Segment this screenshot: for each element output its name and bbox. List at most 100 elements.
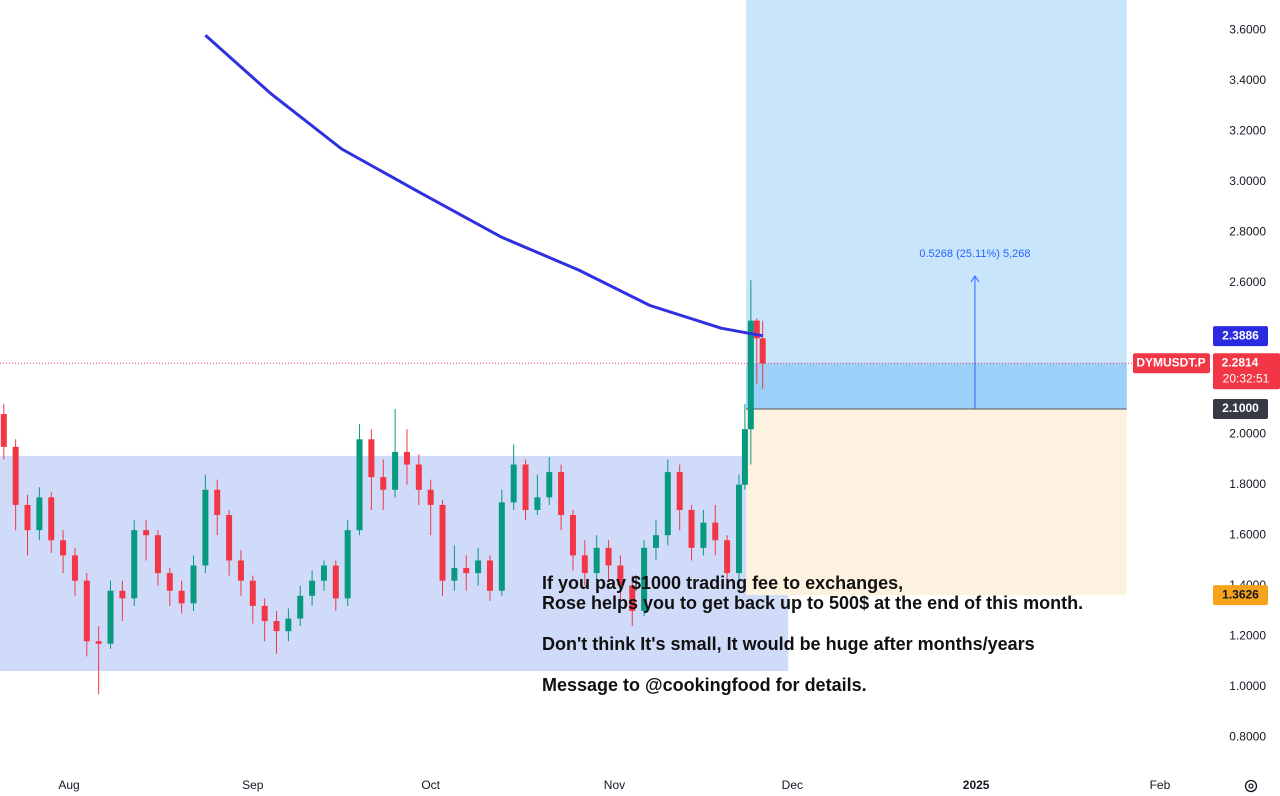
candle-body <box>285 618 292 632</box>
candle-body <box>427 489 434 505</box>
candle-body <box>534 497 541 510</box>
y-tick-label: 3.2000 <box>1229 123 1266 137</box>
open-zone <box>746 363 1127 409</box>
stop-tag <box>1213 585 1268 606</box>
x-tick-label: Dec <box>782 778 803 792</box>
candle-body <box>581 555 588 574</box>
candle-body <box>392 451 399 490</box>
candle-body <box>569 515 576 556</box>
measure-label: 0.5268 (25.11%) 5,268 <box>919 248 1030 260</box>
candle-body <box>664 472 671 536</box>
candle-body <box>700 522 707 548</box>
annotation: Don't think It's small, It would be huge… <box>542 634 1035 654</box>
settings-icon[interactable] <box>1244 779 1258 793</box>
candle-body <box>0 414 7 447</box>
symbol-tag <box>1133 353 1210 374</box>
annotation: Message to @cookingfood for details. <box>542 675 867 695</box>
stop-tag-label: 1.3626 <box>1222 587 1259 601</box>
price-axis <box>1200 0 1280 796</box>
candle-body <box>522 464 529 510</box>
candle-body <box>558 472 565 516</box>
x-tick-label: Sep <box>242 778 264 792</box>
candle-body <box>131 530 138 599</box>
candle-body <box>71 555 78 581</box>
measure-arrowhead <box>970 275 980 283</box>
candle-body <box>510 464 517 503</box>
candle-body <box>724 540 731 574</box>
annotation: If you pay $1000 trading fee to exchange… <box>542 573 903 593</box>
candle-body <box>214 489 221 516</box>
moving-average <box>204 34 763 338</box>
last-price-label: 2.2814 <box>1222 355 1259 369</box>
candle-body <box>178 590 185 604</box>
candle-body <box>546 472 553 498</box>
candle-body <box>368 439 375 478</box>
y-tick-label: 1.6000 <box>1229 527 1266 541</box>
candle-body <box>641 547 648 611</box>
candle-body <box>273 621 280 632</box>
candle-body <box>12 446 19 505</box>
candle-body <box>439 504 446 581</box>
ma-tag <box>1213 326 1268 347</box>
x-tick-label: Aug <box>58 778 79 792</box>
y-tick-label: 3.4000 <box>1229 73 1266 87</box>
candle-body <box>593 547 600 574</box>
last-price-tag <box>1213 353 1280 390</box>
candle-body <box>249 580 256 606</box>
candle-body <box>617 565 624 586</box>
candle-body <box>498 502 505 591</box>
candle-body <box>605 547 612 566</box>
candle-body <box>309 580 316 596</box>
candle-body <box>486 560 493 591</box>
candle-body <box>107 590 114 644</box>
candle-body <box>415 464 422 490</box>
candle-body <box>380 477 387 490</box>
candle-body <box>95 641 102 644</box>
candle-body <box>629 585 636 611</box>
y-tick-label: 1.2000 <box>1229 628 1266 642</box>
y-tick-label: 1.0000 <box>1229 679 1266 693</box>
y-tick-label: 0.8000 <box>1229 729 1266 743</box>
y-tick-label: 3.6000 <box>1229 22 1266 36</box>
candle-body <box>83 580 90 642</box>
candle-body <box>154 535 161 574</box>
y-tick-label: 2.6000 <box>1229 275 1266 289</box>
stop-zone <box>746 408 1127 596</box>
candle-body <box>261 605 268 622</box>
candle-body <box>48 497 55 541</box>
candle-body <box>237 560 244 581</box>
annotation: Rose helps you to get back up to 500$ at… <box>542 593 1083 613</box>
x-tick-label: Oct <box>421 778 440 792</box>
candle-body <box>226 515 233 561</box>
candle-body <box>166 573 173 591</box>
candle-body <box>60 540 67 556</box>
countdown-label: 20:32:51 <box>1223 371 1270 385</box>
candle-body <box>356 439 363 531</box>
candle-body <box>332 565 339 599</box>
symbol-label: DYMUSDT.P <box>1136 355 1205 369</box>
y-tick-label: 1.8000 <box>1229 477 1266 491</box>
candle-body <box>676 472 683 510</box>
candle-body <box>320 565 327 581</box>
x-tick-label: 2025 <box>963 778 990 792</box>
candle-body <box>36 497 43 531</box>
candle-body <box>759 338 766 364</box>
y-tick-label: 3.0000 <box>1229 174 1266 188</box>
candle-body <box>24 504 31 531</box>
entry-tag <box>1213 398 1268 419</box>
target-zone <box>746 0 1127 409</box>
candle-body <box>143 530 150 536</box>
y-tick-label: 2.8000 <box>1229 224 1266 238</box>
candle-body <box>297 595 304 619</box>
candle-body <box>190 565 197 604</box>
x-tick-label: Nov <box>604 778 625 792</box>
candle-body <box>741 429 748 485</box>
candle-body <box>344 530 351 599</box>
entry-tag-label: 2.1000 <box>1222 401 1259 415</box>
x-tick-label: Feb <box>1150 778 1171 792</box>
candle-body <box>652 535 659 548</box>
candle-body <box>403 451 410 465</box>
candle-body <box>119 590 126 599</box>
